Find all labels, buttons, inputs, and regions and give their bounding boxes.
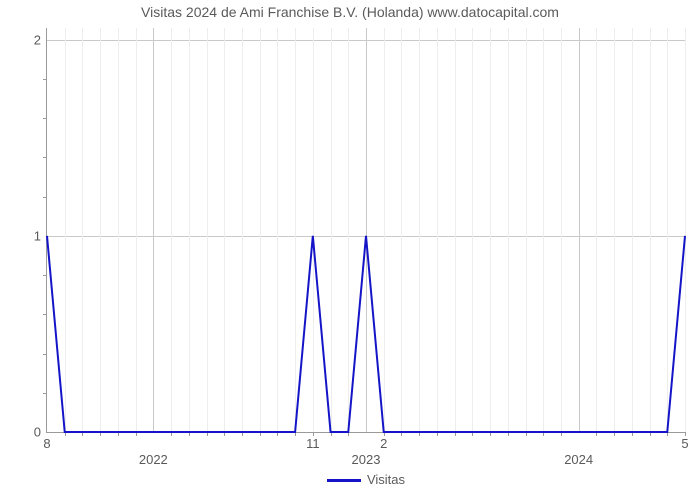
x-year-label: 2024	[564, 452, 593, 467]
x-year-label: 2022	[139, 452, 168, 467]
y-tick-label: 2	[34, 32, 41, 47]
x-year-label: 2023	[352, 452, 381, 467]
x-point-label: 11	[306, 436, 320, 451]
series-line	[47, 28, 685, 432]
x-point-label: 5	[681, 436, 688, 451]
legend-label: Visitas	[367, 472, 405, 487]
x-point-label: 2	[380, 436, 387, 451]
plot-area: 01220222023202481125Visitas	[46, 28, 685, 433]
legend: Visitas	[47, 472, 685, 487]
y-tick-label: 1	[34, 228, 41, 243]
x-point-label: 8	[43, 436, 50, 451]
gridline-v-minor	[685, 28, 686, 432]
y-tick-label: 0	[34, 425, 41, 440]
legend-swatch	[327, 479, 361, 482]
chart-title: Visitas 2024 de Ami Franchise B.V. (Hola…	[0, 4, 700, 20]
chart-container: Visitas 2024 de Ami Franchise B.V. (Hola…	[0, 0, 700, 500]
